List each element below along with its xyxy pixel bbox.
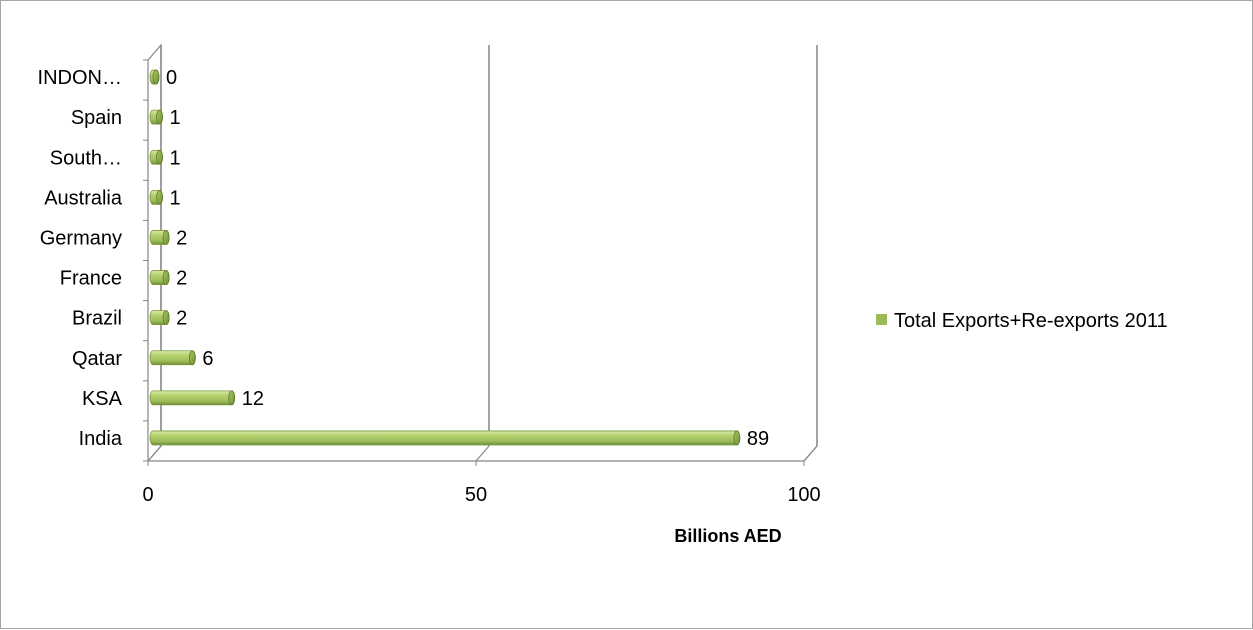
- category-label: KSA: [82, 388, 123, 410]
- x-tick-label: 100: [787, 484, 820, 506]
- gridline-floor: [475, 445, 490, 462]
- category-label: Spain: [71, 107, 122, 129]
- bar-cap: [162, 230, 170, 245]
- data-label: 89: [747, 428, 769, 450]
- category-label: South…: [50, 147, 122, 169]
- bar-cap: [152, 69, 160, 85]
- data-label: 2: [176, 268, 187, 290]
- data-label: 1: [170, 107, 181, 129]
- legend-swatch: [876, 314, 887, 325]
- data-label: 1: [170, 147, 181, 169]
- data-label: 12: [242, 388, 264, 410]
- labels: 0 50 100 INDON… 0 Spain 1 South… 1 Australia 1 Germ…: [38, 67, 821, 506]
- bar-cap: [162, 270, 170, 285]
- bar-body: [149, 390, 236, 406]
- legend: Total Exports+Re-exports 2011: [876, 310, 1168, 332]
- bar: [149, 310, 170, 326]
- bars: [149, 69, 741, 446]
- category-label: Germany: [40, 227, 122, 249]
- bar-body: [149, 430, 741, 446]
- bar: [149, 69, 160, 85]
- legend-label: Total Exports+Re-exports 2011: [894, 310, 1168, 332]
- x-tick-label: 50: [465, 484, 487, 506]
- bar-cap: [156, 109, 163, 125]
- gridline-floor: [803, 445, 818, 462]
- x-tick-label: 0: [142, 484, 153, 506]
- category-label: France: [60, 268, 122, 290]
- category-label: India: [79, 428, 123, 450]
- bar: [149, 390, 236, 406]
- bar: [149, 350, 196, 366]
- bar: [149, 430, 741, 446]
- gridline-floor: [147, 445, 162, 462]
- data-label: 6: [202, 348, 213, 370]
- bar: [149, 109, 163, 125]
- data-label: 1: [170, 187, 181, 209]
- bar-cap: [156, 149, 163, 165]
- bar: [149, 189, 163, 205]
- bar-cap: [733, 430, 741, 446]
- category-label: Australia: [44, 187, 123, 209]
- bar-cap: [188, 350, 196, 366]
- data-label: 2: [176, 227, 187, 249]
- category-label: INDON…: [38, 67, 122, 89]
- bar-body: [149, 350, 196, 366]
- bar-cap: [162, 310, 170, 326]
- data-label: 2: [176, 308, 187, 330]
- category-label: Qatar: [72, 348, 122, 370]
- category-label: Brazil: [72, 308, 122, 330]
- bar: [149, 230, 170, 245]
- data-label: 0: [166, 67, 177, 89]
- bar-cap: [228, 390, 236, 406]
- x-axis-title: Billions AED: [674, 526, 781, 546]
- bar: [149, 149, 163, 165]
- axes: [143, 59, 805, 466]
- bar-cap: [156, 189, 163, 205]
- bar: [149, 270, 170, 285]
